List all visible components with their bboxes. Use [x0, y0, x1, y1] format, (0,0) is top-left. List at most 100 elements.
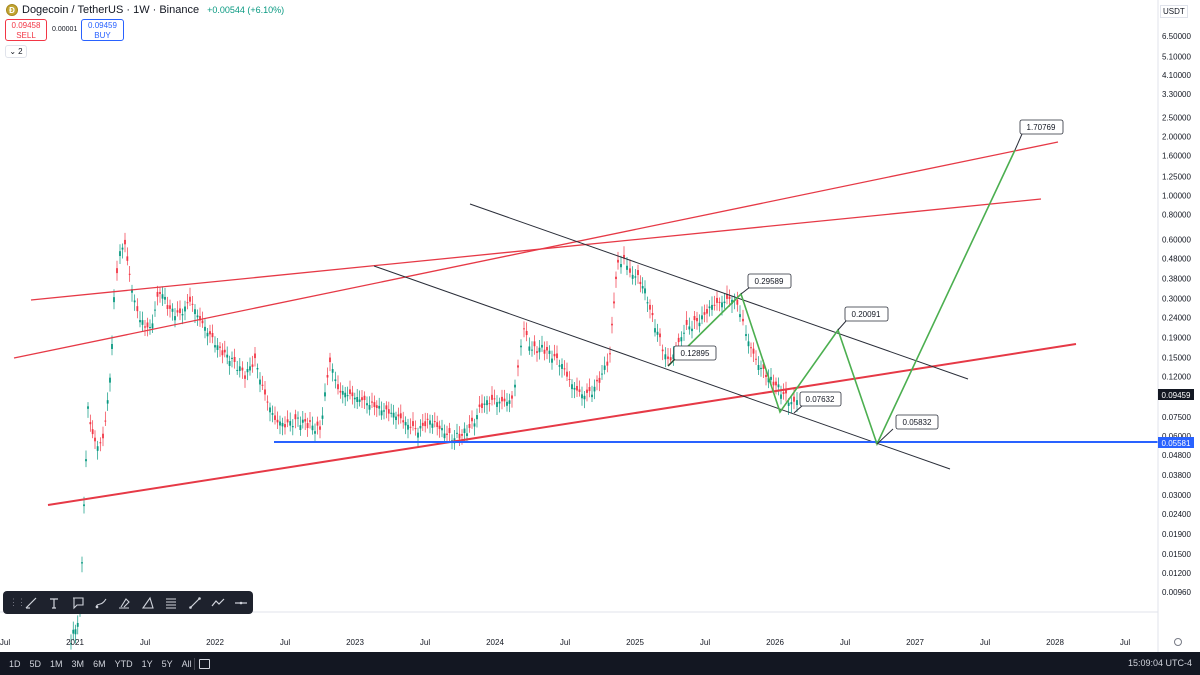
callout-box-2[interactable]	[673, 345, 717, 361]
callouts: 0.29589 0.12895 0.20091 0.07632 0.05832 …	[673, 119, 1064, 430]
candle-body	[83, 504, 85, 507]
path-icon[interactable]	[206, 593, 229, 613]
candle-body	[508, 400, 511, 404]
indicators-toggle[interactable]: ⌄ 2	[5, 45, 27, 58]
candle-body	[221, 350, 224, 356]
candle-body	[541, 344, 543, 348]
candle-body	[358, 399, 361, 402]
fib-icon[interactable]	[159, 593, 182, 613]
candle-body	[238, 366, 241, 371]
callout-box-6[interactable]	[1019, 119, 1064, 135]
horizontal-line-icon[interactable]	[230, 593, 253, 613]
settings-gear-icon[interactable]	[1174, 638, 1182, 646]
candle-body	[321, 415, 324, 419]
candle-body	[169, 305, 171, 309]
currency-unit[interactable]: USDT	[1160, 5, 1188, 18]
callout-box-4[interactable]	[799, 391, 842, 407]
sell-button[interactable]: 0.09458 SELL	[5, 19, 47, 41]
candle-body	[334, 379, 337, 382]
descending-trend-lower[interactable]	[373, 265, 951, 470]
descending-trend-upper[interactable]	[469, 203, 969, 380]
time-tick-label: 2028	[1046, 638, 1064, 647]
candle-body	[246, 369, 249, 373]
candle-body	[171, 308, 174, 312]
candle-body	[164, 296, 166, 300]
timeframe-3m[interactable]: 3M	[71, 658, 85, 669]
candle-body	[563, 368, 566, 370]
time-tick-label: 2023	[346, 638, 364, 647]
timeframe-1m[interactable]: 1M	[50, 658, 63, 669]
candle-body	[392, 412, 395, 418]
callout-box-5[interactable]	[895, 414, 939, 430]
candle-body	[199, 316, 201, 321]
candle-body	[517, 365, 519, 368]
candle-body	[546, 346, 548, 351]
candle-body	[598, 377, 601, 383]
candle-body	[757, 365, 760, 370]
price-axis[interactable]: 6.50000 5.10000 4.10000 3.30000 2.50000 2.000…	[1162, 32, 1191, 597]
candle-body	[244, 375, 246, 379]
timeframe-1y[interactable]: 1Y	[141, 658, 153, 669]
candle-body	[269, 407, 271, 413]
candle-body	[747, 341, 750, 347]
time-axis[interactable]: Jul 2021 Jul 2022 Jul 2023 Jul 2024 Jul 2025 Jul 20…	[0, 638, 1130, 647]
divider	[193, 657, 195, 670]
time-tick-label: Jul	[560, 638, 570, 647]
clock[interactable]: 15:09:04 UTC-4	[1127, 658, 1192, 668]
candle-body	[785, 388, 787, 394]
candle-body	[421, 422, 424, 426]
time-tick-label: Jul	[280, 638, 290, 647]
projection-path[interactable]	[667, 149, 1016, 447]
timeframe-6m[interactable]: 6M	[93, 658, 106, 669]
candle-body	[119, 251, 121, 256]
candle-body	[659, 333, 661, 338]
candle-body	[685, 320, 688, 325]
candle-body	[667, 356, 669, 359]
candle-body	[289, 421, 292, 426]
timeframe-1d[interactable]: 1D	[9, 658, 21, 669]
channel-top-line[interactable]	[13, 141, 1059, 359]
candle-body	[473, 423, 476, 427]
buy-button[interactable]: 0.09459 BUY	[81, 19, 124, 41]
callout-text-5: 0.05832	[903, 418, 932, 427]
candle-body	[617, 259, 619, 263]
callout-box-3[interactable]	[844, 306, 889, 322]
candle-body	[383, 410, 385, 412]
candle-body	[762, 364, 765, 369]
drag-handle-icon[interactable]: ⋮⋮	[9, 597, 26, 607]
callout-text-2: 0.12895	[681, 349, 710, 358]
candle-body	[344, 392, 347, 398]
timeframe-5y[interactable]: 5Y	[161, 658, 173, 669]
candle-body	[760, 367, 762, 370]
candle-body	[314, 431, 316, 434]
support-price-label: 0.05581	[1162, 439, 1191, 448]
candle-body	[596, 379, 598, 382]
candle-body	[796, 400, 798, 406]
note-icon[interactable]	[66, 593, 89, 613]
candle-body	[329, 357, 331, 363]
candle-body	[581, 394, 583, 399]
chart-area[interactable]	[0, 0, 1158, 652]
timeframe-ytd[interactable]: YTD	[114, 658, 133, 669]
price-chart[interactable]: 0.29589 0.12895 0.20091 0.07632 0.05832 …	[0, 0, 1200, 652]
current-price-label: 0.09459	[1162, 391, 1191, 400]
text-icon[interactable]	[42, 593, 65, 613]
timeframe-all[interactable]: All	[181, 658, 192, 669]
eraser-icon[interactable]	[113, 593, 136, 613]
brush-icon[interactable]	[89, 593, 112, 613]
candle-body	[486, 400, 488, 406]
calendar-icon[interactable]	[198, 658, 210, 669]
trend-line-icon[interactable]	[19, 593, 42, 613]
candle-body	[233, 356, 236, 362]
timeframe-5d[interactable]: 5D	[29, 658, 42, 669]
price-change: +0.00544 (+6.10%)	[207, 5, 285, 15]
symbol-title[interactable]: Dogecoin / TetherUS · 1W · Binance	[22, 4, 200, 16]
candle-body	[366, 403, 368, 406]
candle-body	[309, 420, 311, 422]
price-tick-label: 4.10000	[1162, 71, 1191, 80]
callout-box-1[interactable]	[747, 273, 792, 289]
channel-lower-line[interactable]	[47, 343, 1077, 506]
ruler-icon[interactable]	[136, 593, 159, 613]
dogecoin-icon[interactable]: Ð	[6, 4, 18, 16]
line-tool-icon[interactable]	[183, 593, 206, 613]
